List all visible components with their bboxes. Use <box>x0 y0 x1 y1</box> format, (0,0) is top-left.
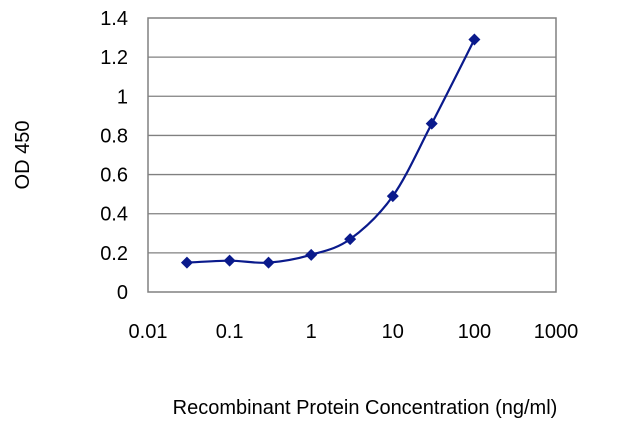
x-tick-label: 0.01 <box>129 321 168 343</box>
y-tick-label: 0.2 <box>100 243 128 265</box>
x-tick-label: 100 <box>458 321 491 343</box>
x-tick-label: 1000 <box>534 321 579 343</box>
data-point <box>468 33 481 46</box>
y-tick-label: 0 <box>117 282 128 304</box>
y-tick-label: 1.4 <box>100 8 128 30</box>
data-point <box>305 248 318 261</box>
y-tick-label: 1 <box>117 86 128 108</box>
x-tick-label: 0.1 <box>216 321 244 343</box>
data-point <box>386 190 399 203</box>
y-tick-labels: 0 0.2 0.4 0.6 0.8 1 1.2 1.4 <box>100 8 128 304</box>
x-tick-label: 10 <box>382 321 404 343</box>
data-point <box>262 256 275 269</box>
data-point <box>425 117 438 130</box>
y-tick-label: 0.8 <box>100 125 128 147</box>
plot-frame <box>147 17 557 293</box>
x-axis-label: Recombinant Protein Concentration (ng/ml… <box>173 397 558 419</box>
y-axis-label: OD 450 <box>12 121 34 190</box>
x-tick-labels: 0.01 0.1 1 10 100 1000 <box>129 321 579 343</box>
data-point <box>180 256 193 269</box>
y-tick-label: 0.6 <box>100 165 128 187</box>
x-tick-label: 1 <box>306 321 317 343</box>
data-point <box>344 233 357 246</box>
series-line <box>186 39 476 264</box>
gridlines <box>148 56 556 254</box>
y-tick-label: 0.4 <box>100 204 128 226</box>
data-point <box>223 254 236 267</box>
y-tick-label: 1.2 <box>100 47 128 69</box>
data-points <box>180 33 481 269</box>
